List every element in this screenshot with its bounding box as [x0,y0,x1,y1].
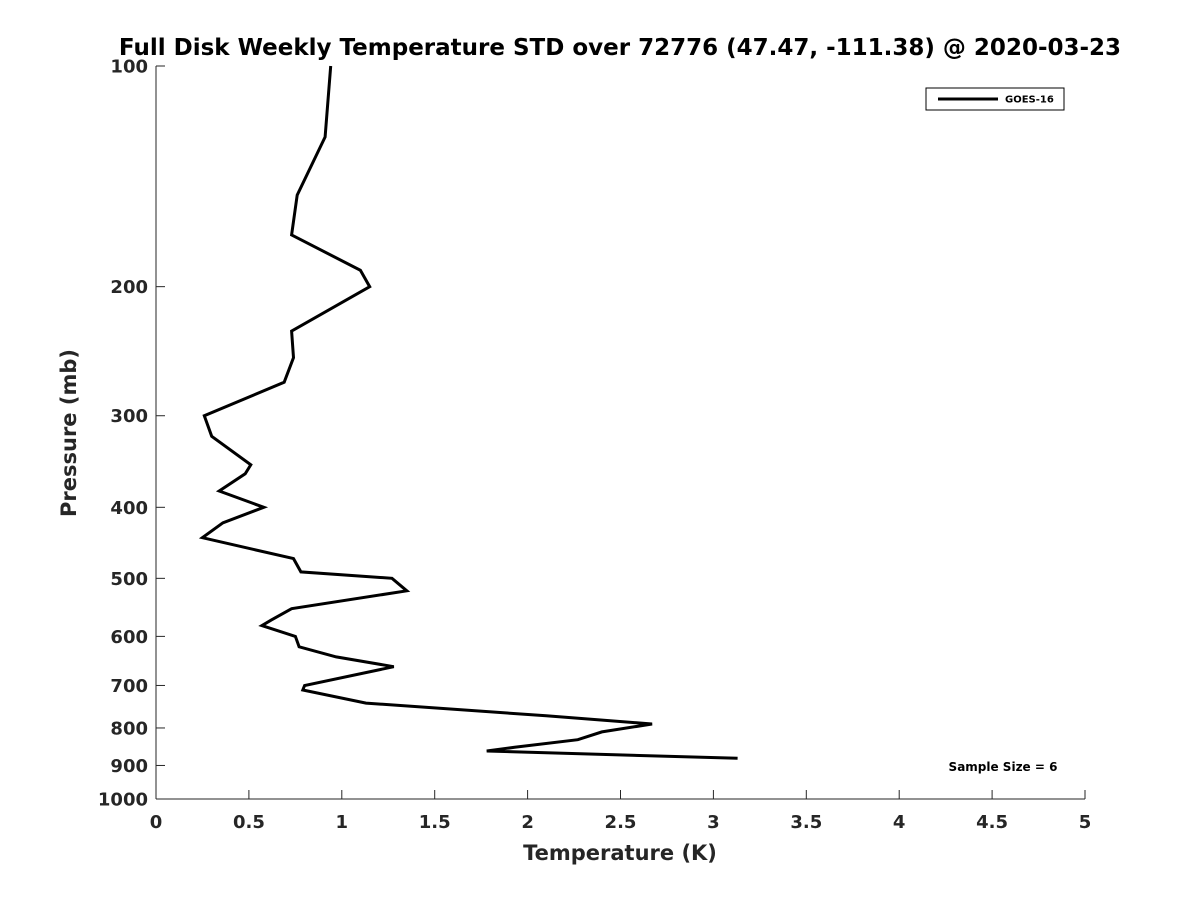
x-tick-label: 1.5 [419,812,451,833]
x-tick-label: 2.5 [605,812,637,833]
y-tick-label: 200 [110,277,148,298]
y-tick-label: 900 [110,756,148,777]
x-tick-label: 3 [707,812,720,833]
x-tick-label: 5 [1079,812,1092,833]
y-tick-label: 800 [110,718,148,739]
y-tick-label: 300 [110,406,148,427]
chart-title: Full Disk Weekly Temperature STD over 72… [119,35,1121,61]
y-tick-label: 400 [110,498,148,519]
y-axis-label: Pressure (mb) [57,349,81,517]
legend: GOES-16 [925,87,1065,111]
sample-size-annotation: Sample Size = 6 [949,760,1058,774]
x-tick-label: 0.5 [233,812,265,833]
x-tick-label: 1 [336,812,349,833]
y-tick-label: 100 [110,57,148,78]
x-axis-label: Temperature (K) [523,841,717,865]
x-tick-label: 3.5 [790,812,822,833]
y-tick-label: 700 [110,676,148,697]
x-axis-ticks: 0 0.5 1 1.5 2 2.5 3 3.5 4 4.5 5 [150,790,1092,833]
x-tick-label: 4.5 [976,812,1008,833]
y-tick-label: 1000 [98,790,148,811]
y-tick-label: 500 [110,569,148,590]
x-tick-label: 4 [893,812,906,833]
y-tick-label: 600 [110,627,148,648]
series-line-goes-16 [198,65,738,760]
y-axis-ticks: 100 200 300 400 500 600 700 800 900 1000 [98,57,165,811]
legend-label-goes-16: GOES-16 [1005,95,1054,106]
series-layer [198,65,738,760]
x-tick-label: 2 [521,812,534,833]
x-tick-label: 0 [150,812,163,833]
